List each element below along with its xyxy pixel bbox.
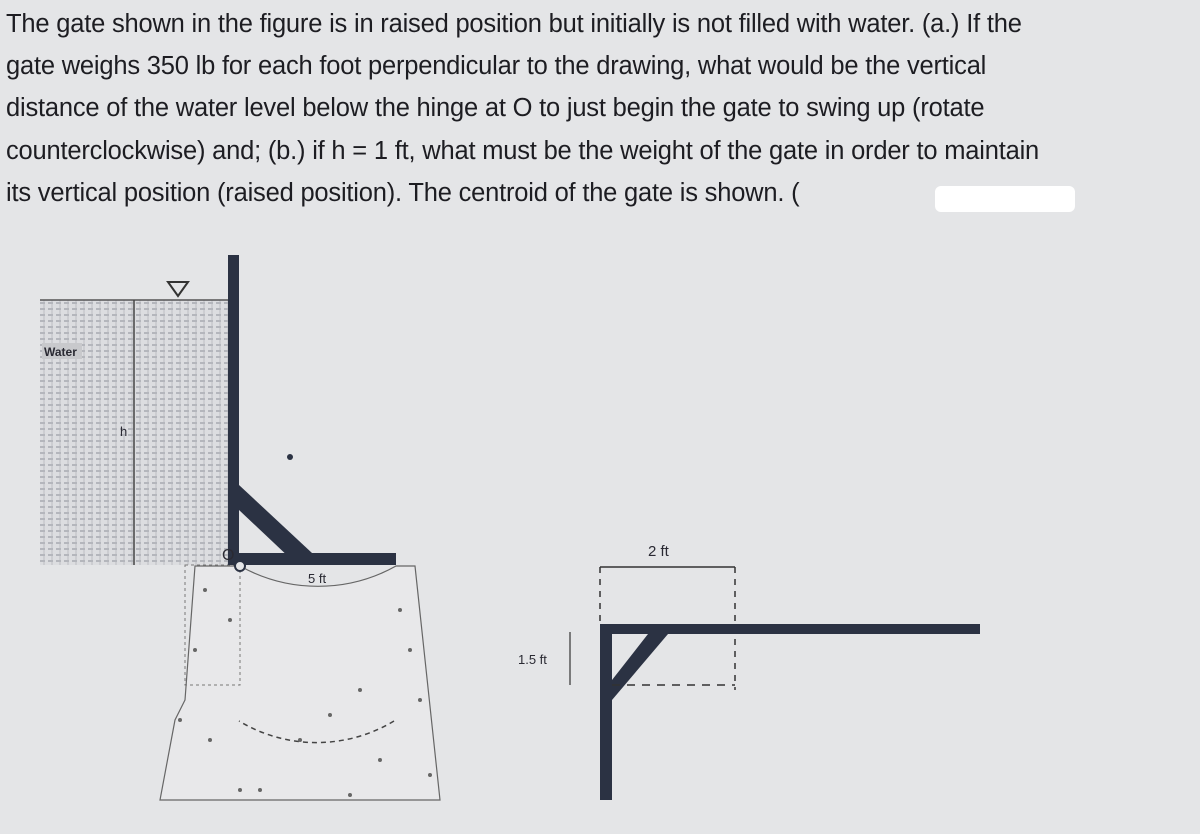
problem-line: The gate shown in the figure is in raise… xyxy=(6,10,1022,38)
hinge-label: O xyxy=(222,547,234,564)
detail-horizontal xyxy=(600,624,980,634)
h-label: h xyxy=(120,424,127,439)
surface-symbol xyxy=(166,281,190,298)
width-label: 2 ft xyxy=(648,543,670,560)
radius-label: 5 ft xyxy=(308,571,326,586)
water-label: Water xyxy=(44,345,77,359)
concrete xyxy=(159,565,441,801)
centroid xyxy=(287,454,293,460)
aggregate xyxy=(178,588,432,797)
recess xyxy=(184,564,241,686)
hinge xyxy=(234,560,246,572)
label-bg xyxy=(42,343,82,359)
problem-line: gate weighs 350 lb for each foot perpend… xyxy=(6,52,987,80)
problem-line: its vertical position (raised position).… xyxy=(6,179,800,207)
problem-line: counterclockwise) and; (b.) if h = 1 ft,… xyxy=(6,137,1040,165)
gate-horizontal xyxy=(228,553,396,565)
redaction xyxy=(935,186,1075,212)
detail-vertical xyxy=(600,624,612,800)
gate-brace xyxy=(239,485,312,560)
detail-brace xyxy=(612,634,668,700)
height-label: 1.5 ft xyxy=(518,652,547,667)
gate-arc xyxy=(238,720,395,744)
water-region xyxy=(40,300,230,565)
problem-line: distance of the water level below the hi… xyxy=(6,94,985,122)
gate-vertical xyxy=(228,255,239,565)
